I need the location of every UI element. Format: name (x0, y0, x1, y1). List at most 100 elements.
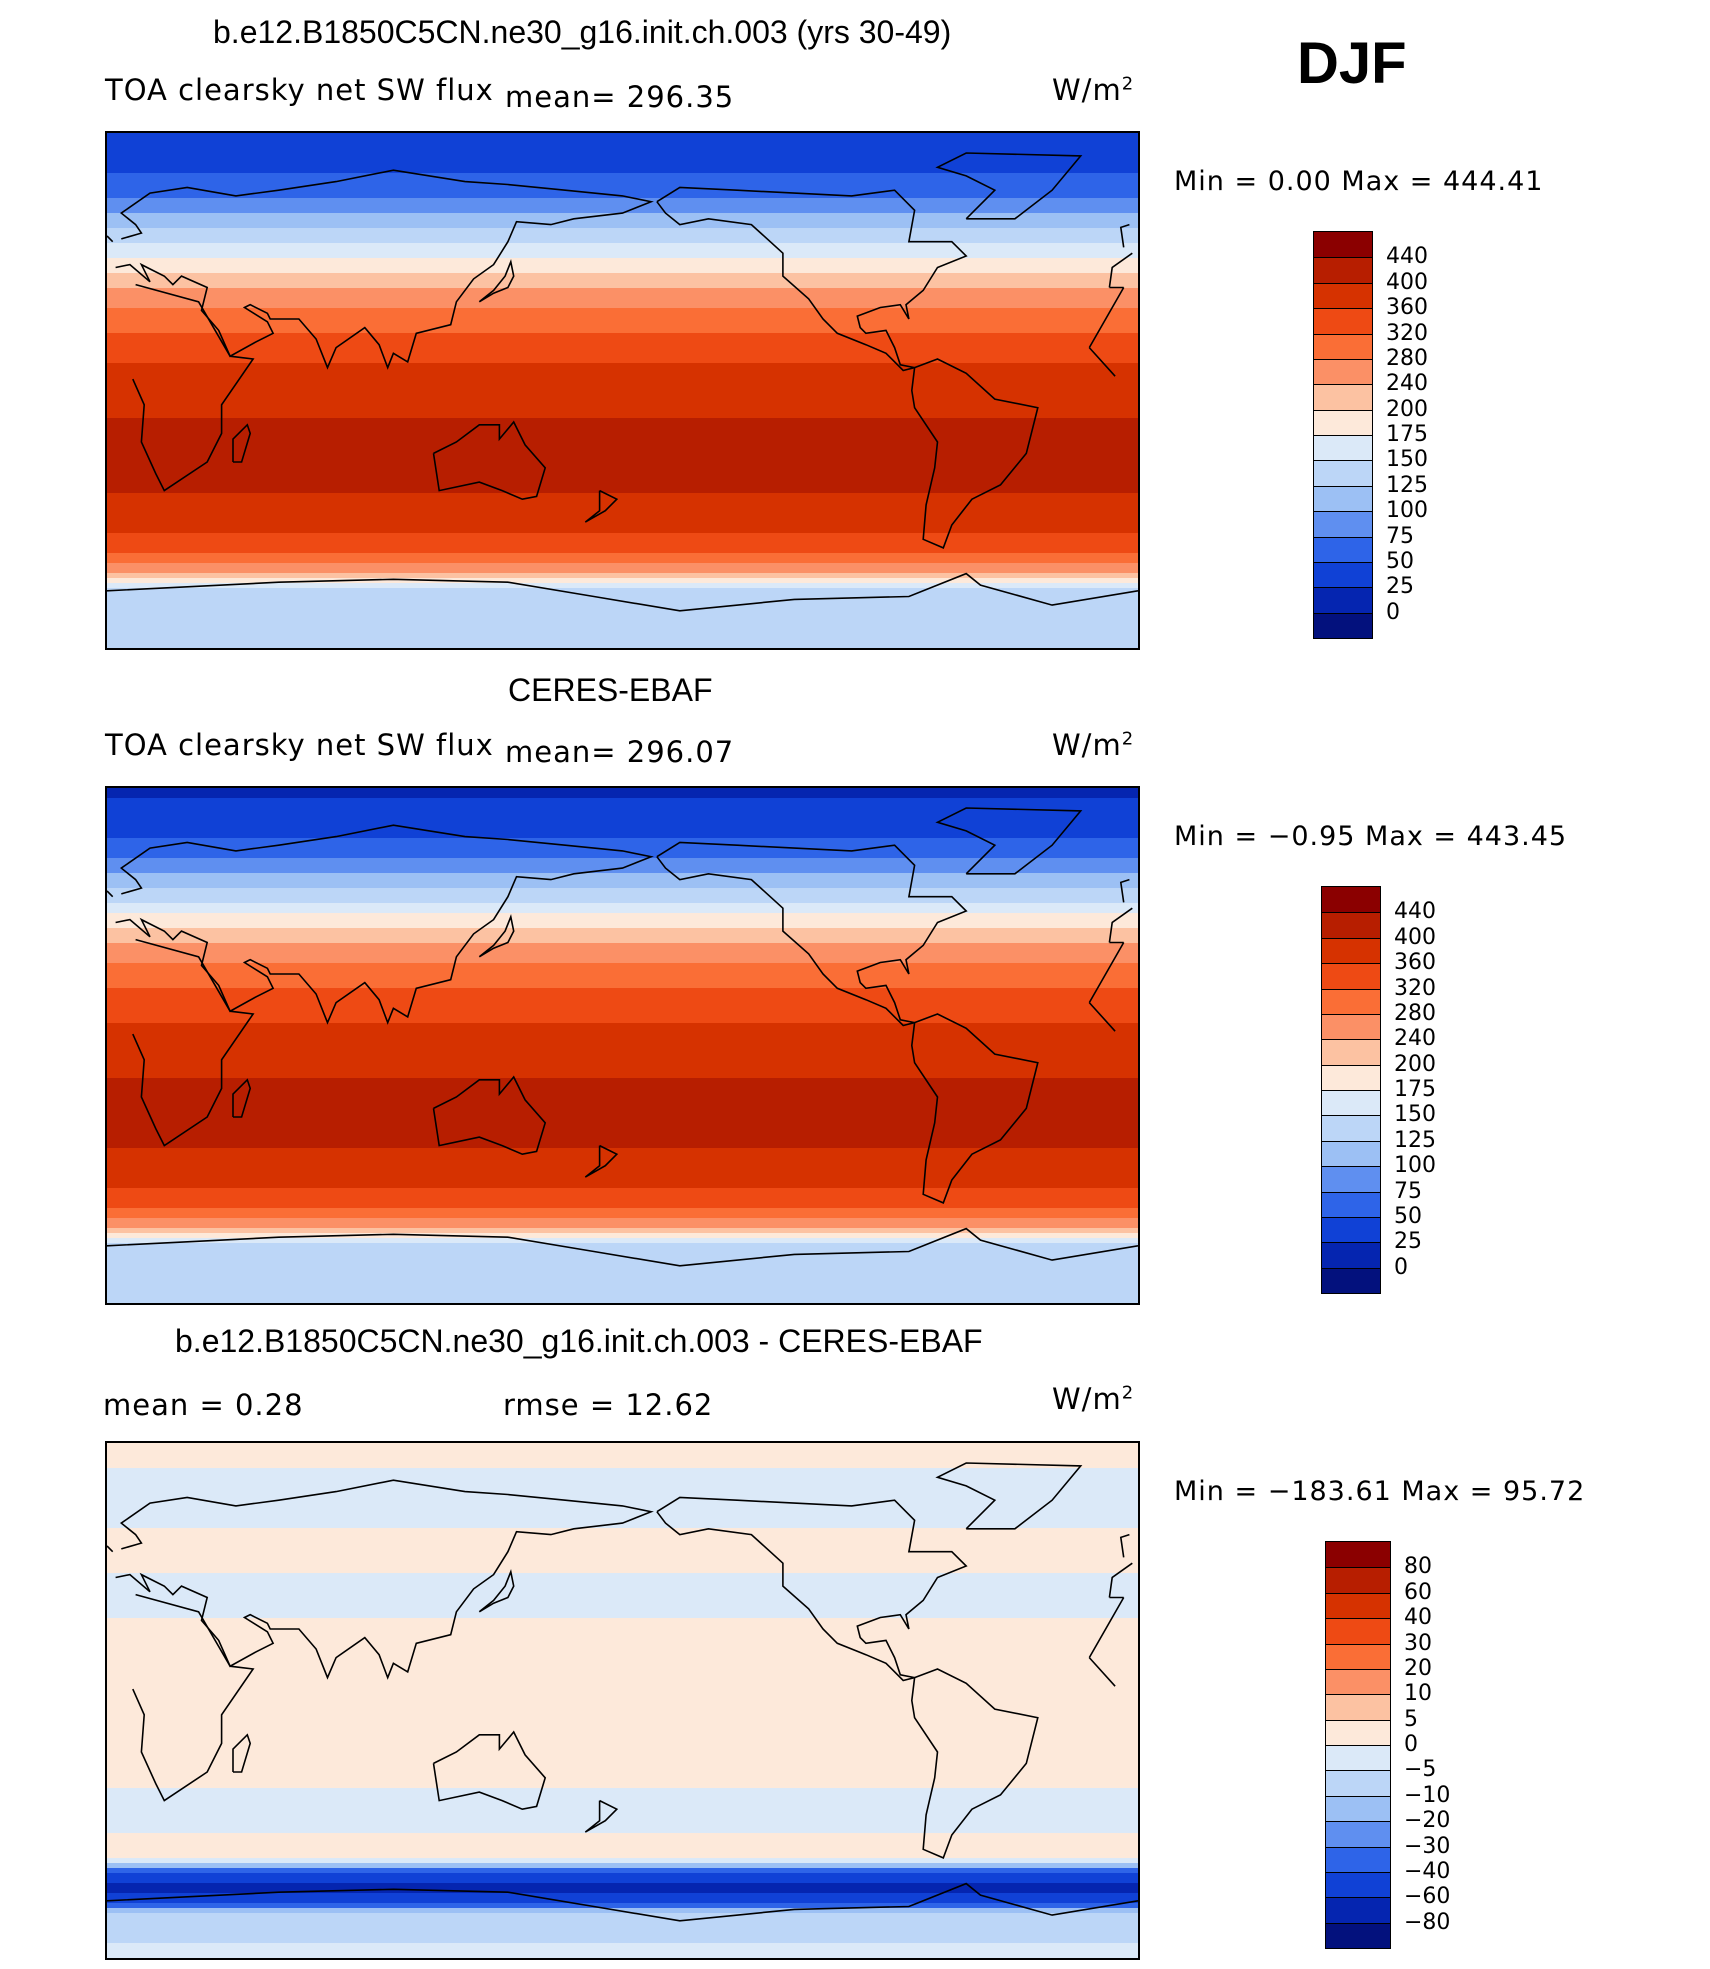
heatmap-band (107, 1698, 1138, 1704)
heatmap-band (107, 398, 1138, 404)
heatmap-band (107, 1658, 1138, 1664)
heatmap-band (107, 518, 1138, 524)
heatmap-band (107, 583, 1138, 589)
heatmap-band (107, 1733, 1138, 1739)
colorbar-tick-label: 100 (1386, 498, 1428, 524)
heatmap-band (107, 183, 1138, 189)
colorbar-cell (1322, 1166, 1380, 1192)
colorbar-tick-label: −30 (1404, 1833, 1451, 1859)
heatmap-band (107, 1108, 1138, 1114)
heatmap-band (107, 858, 1138, 864)
heatmap-band (107, 1118, 1138, 1124)
colorbar-cell (1322, 1140, 1380, 1167)
heatmap-band (107, 1148, 1138, 1154)
heatmap-band (107, 1728, 1138, 1734)
heatmap-band (107, 1588, 1138, 1594)
heatmap-band (107, 903, 1138, 909)
colorbar-cell (1322, 1216, 1380, 1243)
coastline (478, 259, 515, 303)
colorbar-cell (1314, 561, 1372, 588)
heatmap-band (107, 558, 1138, 564)
colorbar-cell (1314, 282, 1372, 309)
panel3-map (105, 1441, 1140, 1960)
colorbar-tick-label: 20 (1404, 1655, 1432, 1681)
heatmap-band (107, 1888, 1138, 1894)
heatmap-band (107, 268, 1138, 274)
colorbar-tick-label: 320 (1394, 975, 1436, 1001)
heatmap-band (107, 953, 1138, 959)
heatmap-band (107, 918, 1138, 924)
heatmap-band (107, 1628, 1138, 1634)
coastline (232, 423, 252, 463)
heatmap-band (107, 1208, 1138, 1214)
colorbar-tick-label: 240 (1394, 1026, 1436, 1052)
heatmap-band (107, 803, 1138, 809)
heatmap-band (107, 1718, 1138, 1724)
heatmap-band (107, 1053, 1138, 1059)
heatmap-band (107, 883, 1138, 889)
colorbar-cell (1326, 1770, 1390, 1796)
colorbar-cell (1322, 1013, 1380, 1040)
colorbar-tick-label: 40 (1404, 1605, 1432, 1631)
heatmap-band (107, 1263, 1138, 1269)
heatmap-band (107, 513, 1138, 519)
heatmap-band (107, 523, 1138, 529)
heatmap-band (107, 958, 1138, 964)
heatmap-band (107, 1938, 1138, 1944)
heatmap-band (107, 488, 1138, 494)
coastline (232, 1733, 252, 1773)
heatmap-band (107, 1778, 1138, 1784)
heatmap-band (107, 333, 1138, 339)
heatmap-band (107, 208, 1138, 214)
heatmap-band (107, 1933, 1138, 1939)
heatmap-band (107, 933, 1138, 939)
panel2-map (105, 786, 1140, 1305)
heatmap-band (107, 1223, 1138, 1229)
heatmap-band (107, 403, 1138, 409)
heatmap-band (107, 1833, 1138, 1839)
coastline (935, 807, 1083, 875)
heatmap-band (107, 1783, 1138, 1789)
coastline (584, 1144, 619, 1178)
colorbar-tick-label: 320 (1386, 320, 1428, 346)
heatmap-band (107, 1923, 1138, 1929)
heatmap-band (107, 1103, 1138, 1109)
heatmap-band (107, 318, 1138, 324)
heatmap-band (107, 1483, 1138, 1489)
coastline (432, 1730, 547, 1811)
colorbar-tick-label: 0 (1394, 1254, 1408, 1280)
heatmap-band (107, 1608, 1138, 1614)
colorbar-tick-label: 10 (1404, 1681, 1432, 1707)
panel2-minmax: Min = −0.95 Max = 443.45 (1174, 821, 1568, 852)
colorbar-cell (1322, 937, 1380, 964)
coastline (656, 1496, 968, 1682)
colorbar-cell (1322, 1115, 1380, 1141)
heatmap-band (107, 1678, 1138, 1684)
panel3-units: W/m2 (1052, 1382, 1135, 1416)
heatmap-band (107, 608, 1138, 614)
heatmap-band (107, 618, 1138, 624)
coastline (115, 1479, 1133, 1680)
heatmap-band (107, 1078, 1138, 1084)
heatmap-band (107, 1493, 1138, 1499)
colorbar-tick-label: 25 (1386, 574, 1414, 600)
heatmap-band (107, 1448, 1138, 1454)
panel3-rmse-label: rmse = 12.62 (503, 1388, 714, 1422)
coastline (935, 152, 1083, 220)
panel1-map-plot (107, 133, 1138, 648)
panel1-units: W/m2 (1052, 73, 1135, 107)
heatmap-band (107, 1123, 1138, 1129)
heatmap-band (107, 493, 1138, 499)
heatmap-band (107, 258, 1138, 264)
colorbar-cell (1326, 1592, 1390, 1619)
heatmap-band (107, 453, 1138, 459)
heatmap-band (107, 1613, 1138, 1619)
heatmap-band (107, 1088, 1138, 1094)
heatmap-band (107, 1638, 1138, 1644)
heatmap-band (107, 1753, 1138, 1759)
panel2-units: W/m2 (1052, 728, 1135, 762)
colorbar-cell (1326, 1567, 1390, 1593)
heatmap-band (107, 1898, 1138, 1904)
heatmap-band (107, 1853, 1138, 1859)
colorbar-tick-label: 360 (1394, 950, 1436, 976)
